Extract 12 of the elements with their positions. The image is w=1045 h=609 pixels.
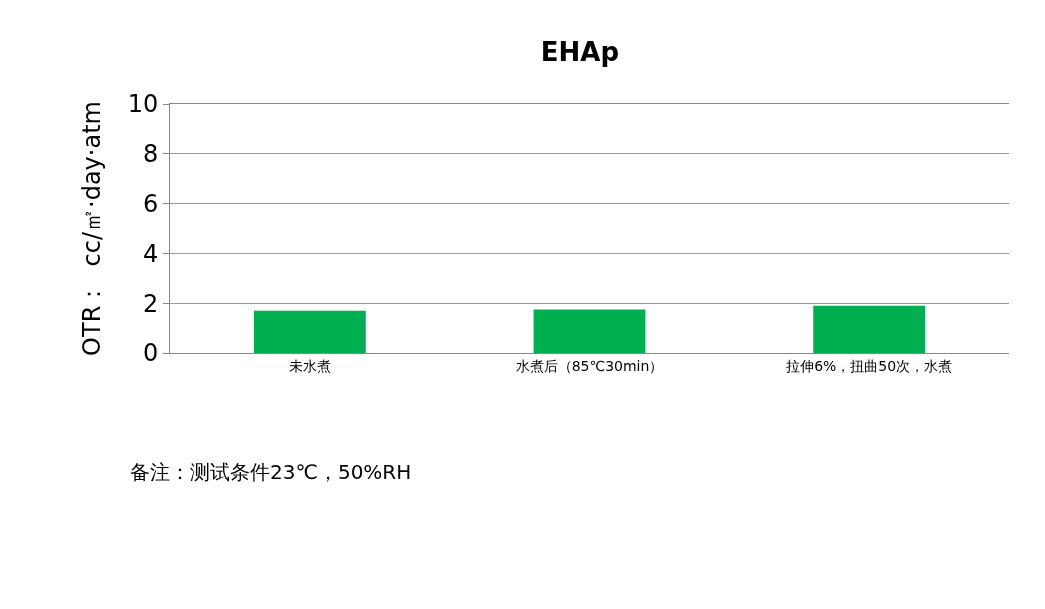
y-tick-label: 8	[142, 140, 159, 169]
y-tick-label: 10	[127, 90, 159, 119]
y-tick-label: 6	[142, 190, 159, 218]
text: 备注：测试条件23℃，50%RH	[130, 460, 412, 484]
x-tick-label: 拉伸6%，扭曲50次，水煮	[786, 357, 953, 374]
y-tick-label: 4	[142, 239, 159, 268]
x-tick-label: 水煮后（85℃30min）	[515, 357, 664, 374]
x-tick-label: 未水煮	[288, 357, 331, 374]
y-tick-label: 2	[142, 289, 159, 318]
y-tick-label: 0	[142, 339, 159, 368]
chart-title: EHAp	[540, 36, 620, 67]
y-axis-title: OTR： cc/㎡·day·atm	[77, 101, 106, 356]
